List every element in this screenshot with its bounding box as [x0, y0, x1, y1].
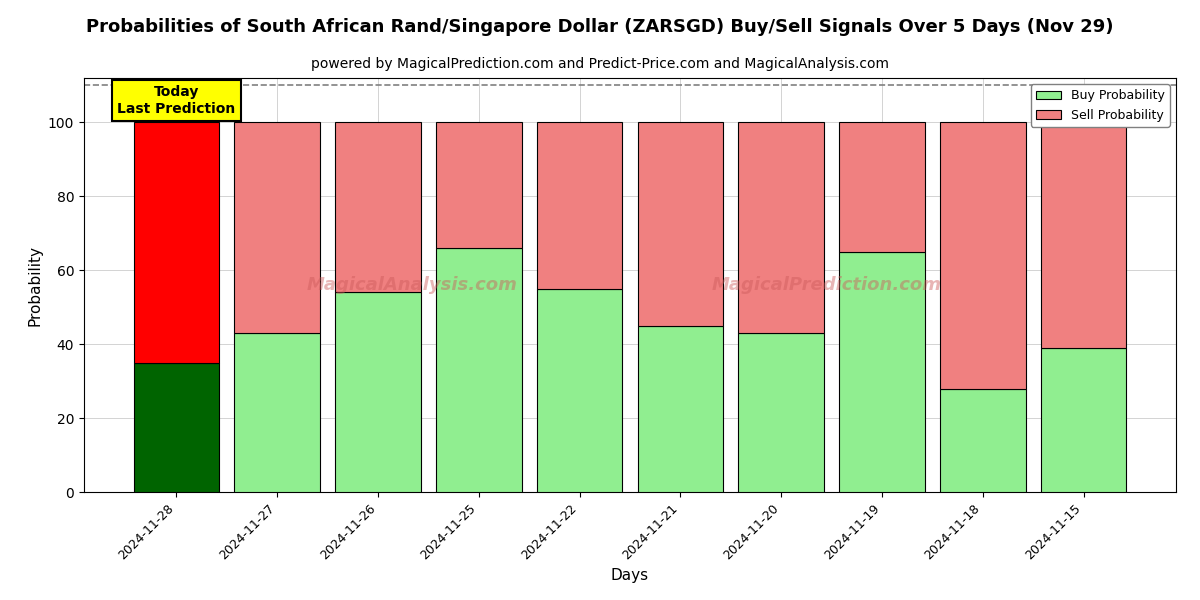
- Text: Today
Last Prediction: Today Last Prediction: [118, 85, 235, 116]
- Text: MagicalPrediction.com: MagicalPrediction.com: [712, 276, 942, 294]
- Text: Probabilities of South African Rand/Singapore Dollar (ZARSGD) Buy/Sell Signals O: Probabilities of South African Rand/Sing…: [86, 18, 1114, 36]
- Bar: [738, 333, 824, 492]
- Text: powered by MagicalPrediction.com and Predict-Price.com and MagicalAnalysis.com: powered by MagicalPrediction.com and Pre…: [311, 57, 889, 71]
- Bar: [133, 122, 220, 362]
- Bar: [940, 389, 1026, 492]
- Bar: [436, 122, 522, 248]
- Bar: [637, 122, 724, 326]
- Legend: Buy Probability, Sell Probability: Buy Probability, Sell Probability: [1031, 84, 1170, 127]
- Bar: [637, 326, 724, 492]
- Text: MagicalAnalysis.com: MagicalAnalysis.com: [306, 276, 517, 294]
- Bar: [536, 122, 623, 289]
- Bar: [839, 252, 925, 492]
- Bar: [234, 333, 320, 492]
- Bar: [839, 122, 925, 252]
- Bar: [1040, 122, 1127, 348]
- Bar: [436, 248, 522, 492]
- Bar: [234, 122, 320, 333]
- Bar: [940, 122, 1026, 389]
- Bar: [536, 289, 623, 492]
- Bar: [133, 362, 220, 492]
- Y-axis label: Probability: Probability: [28, 245, 42, 325]
- Bar: [1040, 348, 1127, 492]
- X-axis label: Days: Days: [611, 568, 649, 583]
- Bar: [738, 122, 824, 333]
- Bar: [335, 292, 421, 492]
- Bar: [335, 122, 421, 292]
